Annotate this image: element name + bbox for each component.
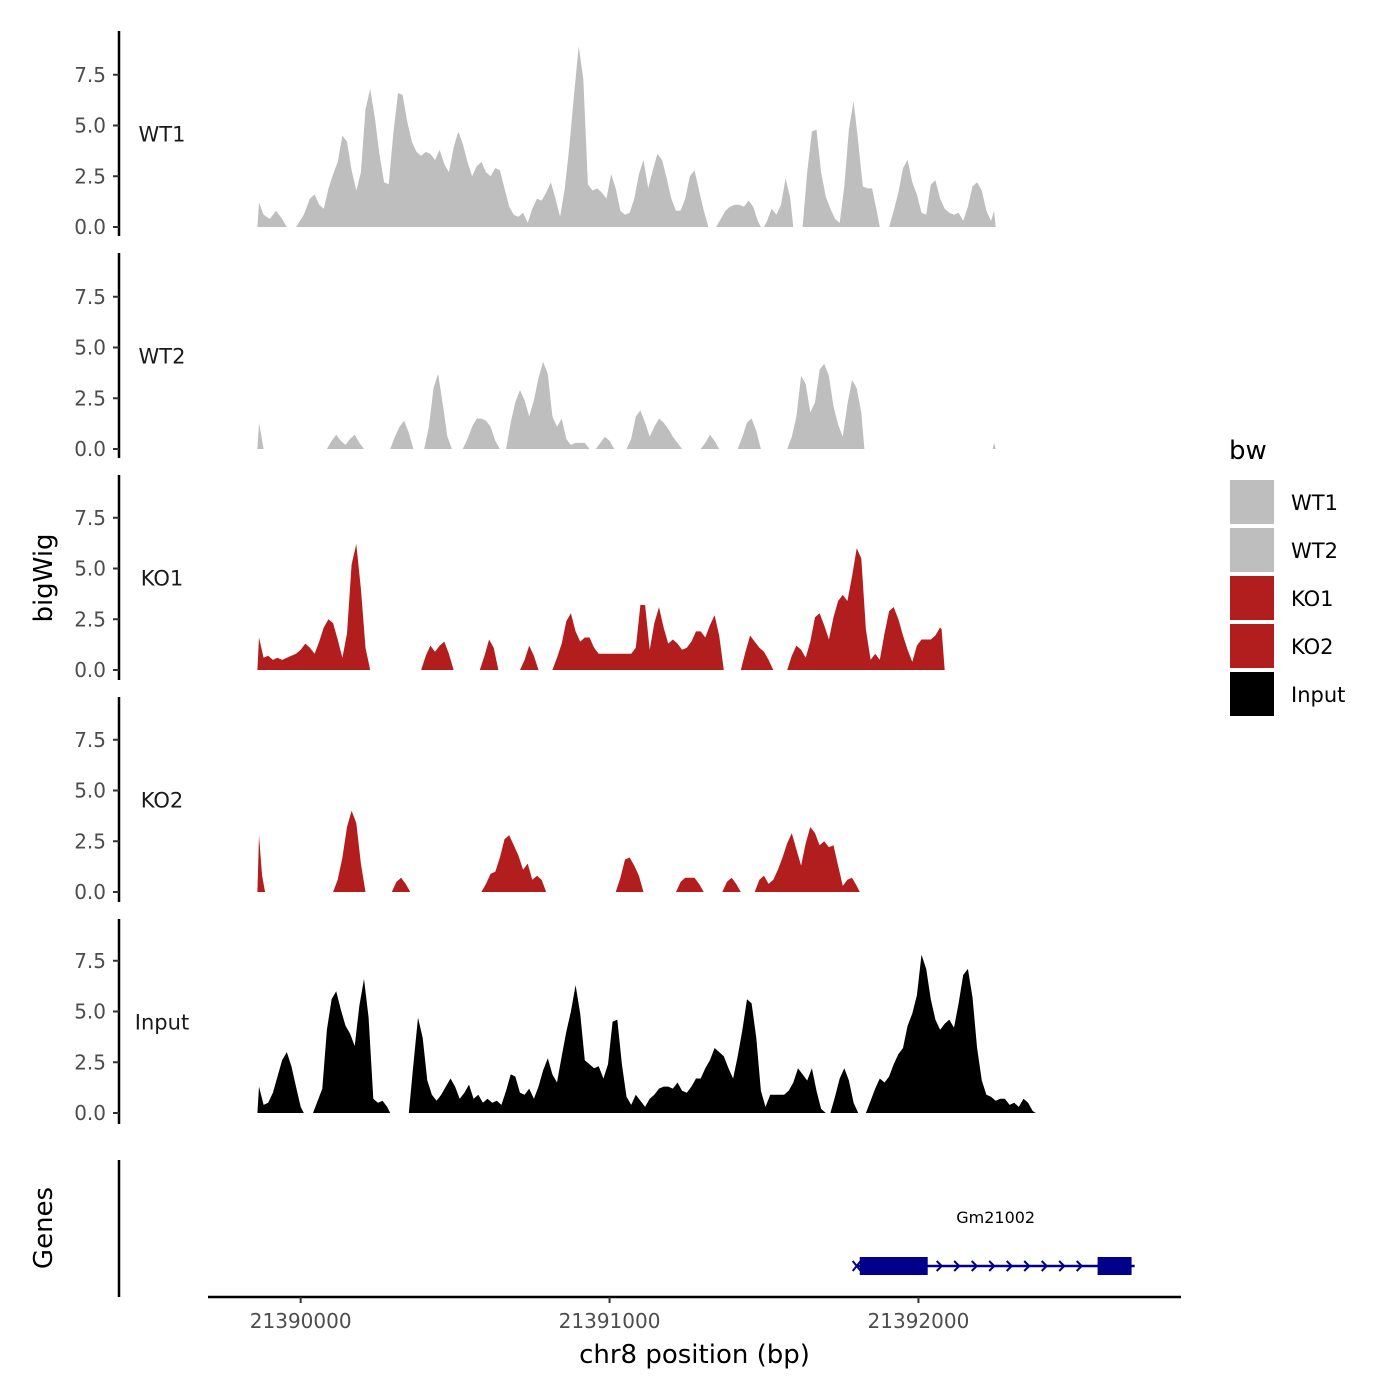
track-panel-input: 0.0 2.5 5.0 7.5 Input <box>74 919 1036 1125</box>
track-panels: 0.0 2.5 5.0 7.5 WT1 0.0 2.5 5.0 7.5 WT2 0.0 2.5 5.0 7… <box>74 31 1036 1125</box>
track-label-wt2: WT2 <box>139 345 186 369</box>
track-label-wt1: WT1 <box>139 123 186 147</box>
legend-swatch-wt2 <box>1230 528 1274 572</box>
y-tick-label: 0.0 <box>74 437 106 461</box>
track-label-ko2: KO2 <box>141 789 184 813</box>
y-tick-label: 7.5 <box>74 949 106 973</box>
signal-area-input <box>257 954 1036 1113</box>
y-tick-label: 0.0 <box>74 880 106 904</box>
y-tick-label: 7.5 <box>74 728 106 752</box>
track-label-ko1: KO1 <box>141 567 184 591</box>
gene-track: Genes Gm21002 <box>29 1160 1135 1297</box>
gene-name-label: Gm21002 <box>956 1208 1035 1227</box>
y-tick-label: 0.0 <box>74 215 106 239</box>
x-tick-label: 21391000 <box>559 1309 661 1333</box>
strand-arrow <box>970 1260 979 1272</box>
y-tick-label: 2.5 <box>74 607 106 631</box>
legend-title: bw <box>1229 436 1267 466</box>
legend-swatch-input <box>1230 672 1274 716</box>
y-tick-label: 2.5 <box>74 1050 106 1074</box>
legend-label-ko1: KO1 <box>1291 587 1334 611</box>
gene-track-title: Genes <box>29 1187 59 1269</box>
y-tick-label: 0.0 <box>74 658 106 682</box>
strand-arrow <box>1005 1260 1014 1272</box>
gene-exon <box>859 1257 928 1275</box>
gene-gm21002: Gm21002 <box>851 1208 1135 1275</box>
x-axis-title: chr8 position (bp) <box>579 1340 810 1370</box>
track-panel-ko1: 0.0 2.5 5.0 7.5 KO1 <box>74 475 945 682</box>
y-axis-title: bigWig <box>29 533 59 622</box>
legend-label-input: Input <box>1291 683 1345 707</box>
x-axis: 21390000 21391000 21392000 chr8 position (b… <box>208 1295 1181 1370</box>
signal-area-ko2 <box>257 810 860 892</box>
legend-label-ko2: KO2 <box>1291 635 1334 659</box>
strand-arrow <box>935 1260 944 1272</box>
signal-area-wt2 <box>257 361 996 449</box>
signal-area-ko1 <box>257 544 945 670</box>
track-label-input: Input <box>135 1011 189 1035</box>
strand-arrow <box>1023 1260 1031 1272</box>
y-tick-label: 0.0 <box>74 1101 106 1125</box>
strand-arrow <box>1058 1260 1066 1272</box>
y-tick-label: 5.0 <box>74 557 106 581</box>
track-panel-wt1: 0.0 2.5 5.0 7.5 WT1 <box>74 31 996 239</box>
y-tick-label: 5.0 <box>74 114 106 138</box>
y-tick-label: 5.0 <box>74 336 106 360</box>
signal-area-wt1 <box>257 46 996 227</box>
legend-swatch-ko2 <box>1230 624 1274 668</box>
legend-swatch-wt1 <box>1230 480 1274 524</box>
legend-swatch-ko1 <box>1230 576 1274 620</box>
gene-start-mark <box>851 1260 862 1272</box>
y-tick-label: 2.5 <box>74 829 106 853</box>
y-tick-label: 5.0 <box>74 779 106 803</box>
y-tick-label: 5.0 <box>74 1000 106 1024</box>
track-panel-wt2: 0.0 2.5 5.0 7.5 WT2 <box>74 253 996 461</box>
strand-arrow <box>1040 1260 1049 1272</box>
y-tick-label: 2.5 <box>74 386 106 410</box>
y-tick-label: 7.5 <box>74 63 106 87</box>
y-tick-label: 7.5 <box>74 285 106 309</box>
legend-label-wt2: WT2 <box>1291 539 1338 563</box>
x-tick-label: 21390000 <box>250 1309 352 1333</box>
legend: bw WT1 WT2 KO1 KO2 Input <box>1229 436 1345 716</box>
strand-arrow <box>1075 1260 1084 1272</box>
x-tick-label: 21392000 <box>868 1309 970 1333</box>
track-panel-ko2: 0.0 2.5 5.0 7.5 KO2 <box>74 697 860 904</box>
y-tick-label: 7.5 <box>74 506 106 530</box>
gene-exon <box>1097 1257 1132 1275</box>
legend-label-wt1: WT1 <box>1291 491 1338 515</box>
strand-arrow <box>988 1260 996 1272</box>
y-tick-label: 2.5 <box>74 164 106 188</box>
strand-arrow <box>953 1260 961 1272</box>
